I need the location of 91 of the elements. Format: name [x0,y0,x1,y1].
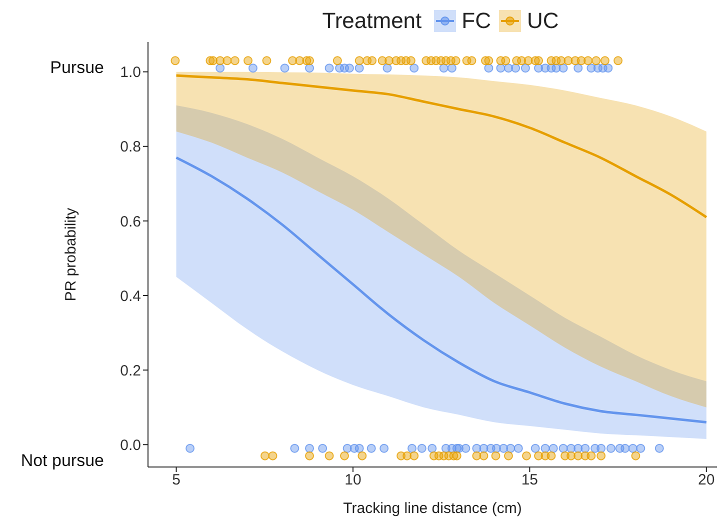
point [504,451,513,460]
point [410,64,419,73]
point [606,444,616,453]
y-tick-label: 0.4 [120,288,141,305]
legend-title: Treatment [322,8,422,34]
point [305,64,314,73]
point [586,451,596,460]
point [491,451,500,460]
point [520,64,530,73]
line-series [175,74,708,218]
x-axis-title: Tracking line distance (cm) [343,500,522,517]
point [636,444,646,453]
point [600,56,610,66]
x-tick-label: 10 [344,472,362,489]
point [511,64,520,73]
point [620,444,630,453]
point [170,56,180,66]
point [452,451,462,460]
point [380,444,389,453]
point [484,56,494,66]
legend-label: FC [462,8,491,34]
point [546,451,556,460]
point [262,56,272,66]
point [230,56,240,66]
point [280,64,290,73]
point [522,451,532,460]
point [332,56,342,66]
point [406,56,416,66]
point [366,444,376,453]
point [417,444,426,453]
point [592,56,601,66]
y-tick-label: 1.0 [120,64,141,82]
point [484,64,494,73]
point [428,444,437,453]
point [408,444,416,453]
point [631,451,640,460]
point [368,56,377,66]
point [596,444,606,453]
text: Not pursue [20,450,104,471]
point [530,444,540,453]
point [451,56,460,66]
point [318,444,328,453]
x-tick-label: 5 [172,472,180,489]
y-tick-label: 0.8 [120,138,141,156]
point [628,444,638,453]
y-tick-label: 0.2 [120,362,141,380]
y-axis-title: PR probability [62,207,80,302]
point [558,64,568,73]
point [596,451,606,460]
point [614,56,623,66]
line-series [175,156,708,424]
point [410,451,419,460]
point [244,56,253,66]
point [584,56,593,66]
point [186,444,195,453]
point [216,64,225,73]
y-tick-label: 0.0 [120,436,141,454]
point [574,64,583,73]
x-tick-label: 15 [521,472,538,489]
point [467,56,476,66]
point [344,64,354,73]
point [248,64,258,73]
point [358,451,367,460]
point [324,451,334,460]
point [580,444,590,453]
point [382,64,392,73]
point [305,451,314,460]
point [260,451,270,460]
point [222,56,232,66]
point [290,444,300,453]
point [654,444,664,453]
point [479,451,488,460]
legend-label: UC [527,8,559,34]
point [268,451,278,460]
point [340,451,349,460]
point [534,56,544,66]
point [548,444,558,453]
point [305,56,314,66]
point [514,444,523,453]
y-tick-label: 0.6 [120,213,141,230]
text: Pursue [49,58,104,78]
point [305,444,314,453]
point [354,56,364,66]
x-tick-label: 20 [698,472,715,489]
point [324,64,334,73]
point [354,444,364,453]
point [461,444,470,453]
point [501,56,510,66]
point [604,64,613,73]
point [354,64,364,73]
point [447,64,456,73]
